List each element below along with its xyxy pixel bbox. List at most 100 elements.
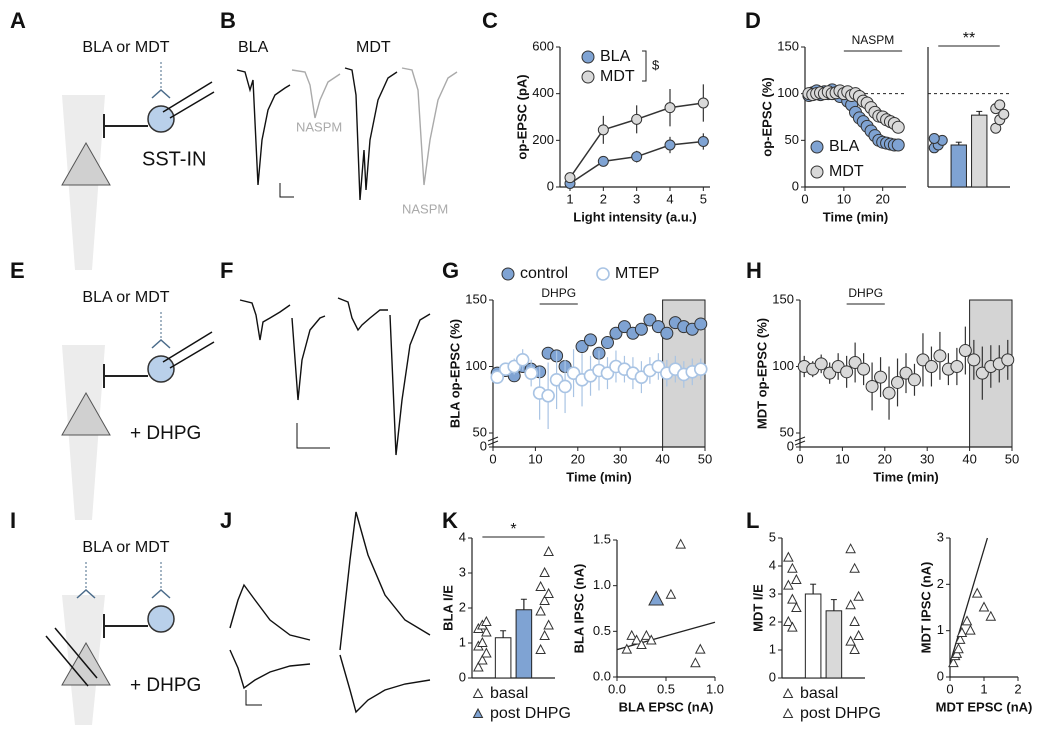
data-point	[631, 634, 642, 645]
data-point	[907, 373, 921, 387]
y-tick-label: 400	[532, 85, 554, 100]
bar	[804, 593, 822, 679]
legend-label: basal	[800, 685, 838, 702]
data-point	[783, 615, 794, 626]
annotation: DHPG	[848, 286, 883, 300]
data-point	[849, 562, 860, 573]
panel-letter: K	[442, 508, 458, 533]
y-tick-label: 0	[459, 669, 466, 684]
panel-letter: G	[442, 258, 459, 283]
bar	[825, 610, 843, 679]
y-tick-label: 150	[777, 38, 799, 53]
y-tick-label: 4	[459, 529, 466, 544]
data-point	[874, 370, 888, 384]
y-axis-label: BLA IPSC (nA)	[571, 564, 586, 654]
scale-bar	[245, 690, 262, 706]
pipette	[169, 91, 215, 119]
y-tick-label: 0	[792, 178, 799, 193]
x-tick-label: 10	[528, 451, 542, 466]
data-point	[477, 636, 488, 647]
legend-marker	[472, 707, 484, 718]
bar	[950, 144, 967, 188]
data-point	[948, 657, 959, 668]
y-tick-label: 50	[473, 424, 487, 439]
data-point	[564, 172, 576, 184]
significance-bracket	[642, 50, 647, 82]
data-point	[891, 120, 905, 134]
x-axis-label: Time (min)	[823, 209, 889, 224]
y-axis-label: BLA op-EPSC (%)	[447, 319, 462, 428]
pipette	[169, 341, 215, 369]
data-point	[543, 587, 554, 598]
legend-label: post DHPG	[490, 705, 571, 722]
pipette	[54, 627, 98, 679]
data-point	[882, 386, 896, 400]
data-point	[631, 113, 643, 125]
panel-letter: I	[10, 508, 16, 533]
data-point	[541, 388, 555, 403]
data-point	[648, 590, 665, 606]
y-tick-label: 0	[787, 438, 794, 453]
x-tick-label: 4	[666, 191, 673, 206]
data-point	[645, 634, 657, 645]
data-point	[857, 362, 871, 376]
data-point	[609, 326, 623, 340]
x-tick-label: 30	[920, 451, 934, 466]
data-point	[477, 654, 488, 665]
x-tick-label: 30	[613, 451, 627, 466]
legend-marker	[810, 165, 824, 179]
data-point	[660, 326, 674, 340]
data-point	[787, 621, 798, 632]
panel-letters: A B C D E F G H I J K L	[10, 8, 762, 533]
data-point	[626, 629, 638, 640]
y-axis-label: op-EPSC (pA)	[514, 74, 529, 159]
trace	[339, 511, 431, 651]
data-point	[636, 638, 647, 650]
data-point	[967, 353, 981, 367]
y-axis-label: MDT op-EPSC (%)	[754, 318, 769, 429]
y-tick-label: 100	[465, 358, 487, 373]
pyramidal-cell	[61, 141, 111, 186]
x-tick-label: 2	[600, 191, 607, 206]
x-tick-label: 50	[1005, 451, 1019, 466]
trace	[339, 654, 431, 714]
legend-marker	[810, 140, 824, 154]
drug-label: + DHPG	[130, 423, 201, 444]
data-point	[675, 538, 687, 549]
data-point	[848, 356, 862, 370]
panel-letter: H	[746, 258, 762, 283]
y-axis-label: MDT IPSC (nA)	[918, 562, 933, 654]
data-point	[891, 138, 905, 152]
diagram-label: BLA or MDT	[82, 39, 169, 56]
traces	[239, 297, 431, 456]
drug-label: NASPM	[402, 201, 448, 216]
axis-break	[794, 436, 806, 442]
legend-marker	[782, 707, 794, 718]
circuit-diagram: BLA or MDT SST-IN	[61, 39, 215, 270]
x-axis-label: Time (min)	[566, 469, 632, 484]
data-point	[823, 366, 837, 380]
data-point	[535, 643, 546, 654]
y-tick-label: 4	[769, 557, 776, 572]
y-tick-label: 200	[532, 132, 554, 147]
trace	[229, 583, 311, 641]
legend-marker	[472, 687, 484, 698]
trace	[344, 67, 398, 201]
data-point	[783, 551, 794, 562]
y-tick-label: 0	[480, 438, 487, 453]
x-tick-label: 20	[571, 451, 585, 466]
x-tick-label: 1	[566, 191, 573, 206]
data-point	[853, 629, 864, 640]
x-tick-label: 0.0	[608, 681, 626, 696]
x-tick-label: 50	[698, 451, 712, 466]
annotation: *	[510, 521, 516, 538]
data-point	[664, 102, 676, 114]
data-point	[481, 615, 492, 626]
y-tick-label: 3	[769, 585, 776, 600]
trace	[291, 315, 326, 401]
y-tick-label: 600	[532, 38, 554, 53]
data-point	[965, 624, 976, 635]
pipette	[162, 331, 213, 363]
input	[76, 588, 96, 599]
